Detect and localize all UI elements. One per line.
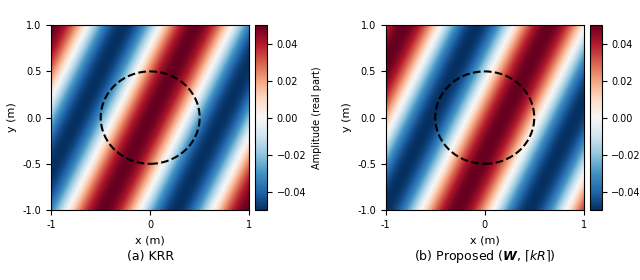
Text: (b) Proposed ($\boldsymbol{W}$, $\lceil kR \rceil$): (b) Proposed ($\boldsymbol{W}$, $\lceil … [414,248,556,265]
X-axis label: x (m): x (m) [135,235,165,245]
X-axis label: x (m): x (m) [470,235,500,245]
Y-axis label: y (m): y (m) [342,103,351,132]
Y-axis label: Amplitude (real part): Amplitude (real part) [312,66,322,169]
Text: (a) KRR: (a) KRR [127,250,173,263]
Y-axis label: y (m): y (m) [7,103,17,132]
